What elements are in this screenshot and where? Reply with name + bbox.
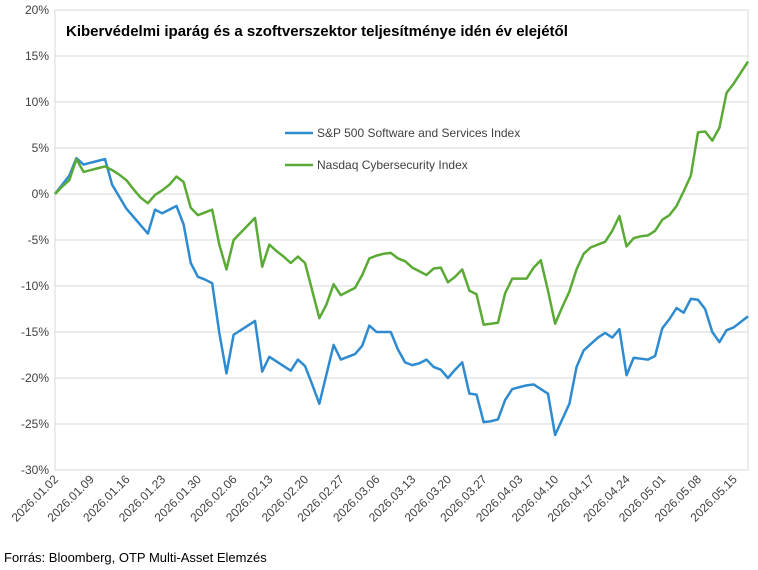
series-line: [54, 60, 750, 326]
y-tick-label: 10%: [25, 95, 49, 109]
chart-title: Kibervédelmi iparág és a szoftverszektor…: [66, 23, 568, 40]
y-tick-label: 20%: [25, 3, 49, 17]
y-tick-label: -25%: [21, 417, 49, 431]
y-tick-label: 5%: [32, 141, 50, 155]
series-line: [54, 156, 749, 437]
y-tick-label: -30%: [21, 463, 49, 477]
source-note: Forrás: Bloomberg, OTP Multi-Asset Elemz…: [4, 550, 267, 565]
legend-label: S&P 500 Software and Services Index: [317, 126, 520, 140]
y-tick-label: -15%: [21, 325, 49, 339]
legend-label: Nasdaq Cybersecurity Index: [317, 158, 468, 172]
y-tick-label: 15%: [25, 49, 49, 63]
y-tick-label: -20%: [21, 371, 49, 385]
y-tick-label: -5%: [28, 233, 50, 247]
y-tick-label: -10%: [21, 279, 49, 293]
y-tick-label: 0%: [32, 187, 50, 201]
